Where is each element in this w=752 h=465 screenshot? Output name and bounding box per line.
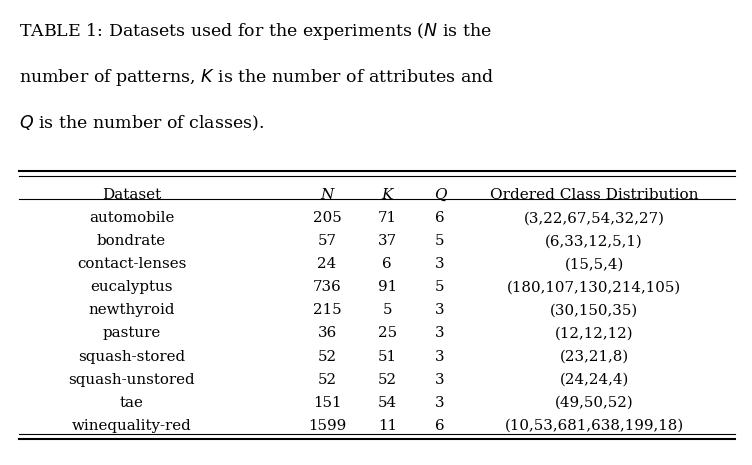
Text: 52: 52 bbox=[317, 350, 337, 364]
Text: number of patterns, $K$ is the number of attributes and: number of patterns, $K$ is the number of… bbox=[19, 67, 494, 88]
Text: squash-stored: squash-stored bbox=[78, 350, 185, 364]
Text: (23,21,8): (23,21,8) bbox=[559, 350, 629, 364]
Text: 5: 5 bbox=[435, 280, 444, 294]
Text: (49,50,52): (49,50,52) bbox=[555, 396, 633, 410]
Text: (6,33,12,5,1): (6,33,12,5,1) bbox=[545, 234, 643, 248]
Text: 3: 3 bbox=[435, 304, 444, 318]
Text: newthyroid: newthyroid bbox=[88, 304, 175, 318]
Text: 3: 3 bbox=[435, 396, 444, 410]
Text: Ordered Class Distribution: Ordered Class Distribution bbox=[490, 188, 699, 202]
Text: 736: 736 bbox=[313, 280, 341, 294]
Text: 57: 57 bbox=[317, 234, 337, 248]
Text: 6: 6 bbox=[383, 257, 392, 272]
Text: 37: 37 bbox=[378, 234, 397, 248]
Text: 151: 151 bbox=[313, 396, 341, 410]
Text: 205: 205 bbox=[313, 211, 341, 225]
Text: 51: 51 bbox=[378, 350, 397, 364]
Text: N: N bbox=[320, 188, 334, 202]
Text: 5: 5 bbox=[435, 234, 444, 248]
Text: 3: 3 bbox=[435, 350, 444, 364]
Text: 3: 3 bbox=[435, 326, 444, 340]
Text: 3: 3 bbox=[435, 257, 444, 272]
Text: eucalyptus: eucalyptus bbox=[90, 280, 173, 294]
Text: 24: 24 bbox=[317, 257, 337, 272]
Text: 6: 6 bbox=[435, 211, 444, 225]
Text: Dataset: Dataset bbox=[102, 188, 161, 202]
Text: (30,150,35): (30,150,35) bbox=[550, 304, 638, 318]
Text: squash-unstored: squash-unstored bbox=[68, 372, 195, 386]
Text: 54: 54 bbox=[378, 396, 397, 410]
Text: (15,5,4): (15,5,4) bbox=[565, 257, 623, 272]
Text: 36: 36 bbox=[317, 326, 337, 340]
Text: 52: 52 bbox=[317, 372, 337, 386]
Text: TABLE 1: Datasets used for the experiments ($N$ is the: TABLE 1: Datasets used for the experimen… bbox=[19, 21, 491, 42]
Text: 52: 52 bbox=[378, 372, 397, 386]
Text: 25: 25 bbox=[378, 326, 397, 340]
Text: pasture: pasture bbox=[102, 326, 161, 340]
Text: 11: 11 bbox=[378, 418, 397, 432]
Text: bondrate: bondrate bbox=[97, 234, 166, 248]
Text: (10,53,681,638,199,18): (10,53,681,638,199,18) bbox=[505, 418, 684, 432]
Text: 91: 91 bbox=[378, 280, 397, 294]
Text: K: K bbox=[381, 188, 393, 202]
Text: contact-lenses: contact-lenses bbox=[77, 257, 186, 272]
Text: 215: 215 bbox=[313, 304, 341, 318]
Text: (24,24,4): (24,24,4) bbox=[559, 372, 629, 386]
Text: 1599: 1599 bbox=[308, 418, 346, 432]
Text: 6: 6 bbox=[435, 418, 444, 432]
Text: (180,107,130,214,105): (180,107,130,214,105) bbox=[507, 280, 681, 294]
Text: $Q$ is the number of classes).: $Q$ is the number of classes). bbox=[19, 114, 264, 133]
Text: winequality-red: winequality-red bbox=[71, 418, 192, 432]
Text: 3: 3 bbox=[435, 372, 444, 386]
Text: 5: 5 bbox=[383, 304, 392, 318]
Text: tae: tae bbox=[120, 396, 144, 410]
Text: (12,12,12): (12,12,12) bbox=[555, 326, 633, 340]
Text: automobile: automobile bbox=[89, 211, 174, 225]
Text: 71: 71 bbox=[378, 211, 397, 225]
Text: Q: Q bbox=[434, 188, 446, 202]
Text: (3,22,67,54,32,27): (3,22,67,54,32,27) bbox=[523, 211, 665, 225]
